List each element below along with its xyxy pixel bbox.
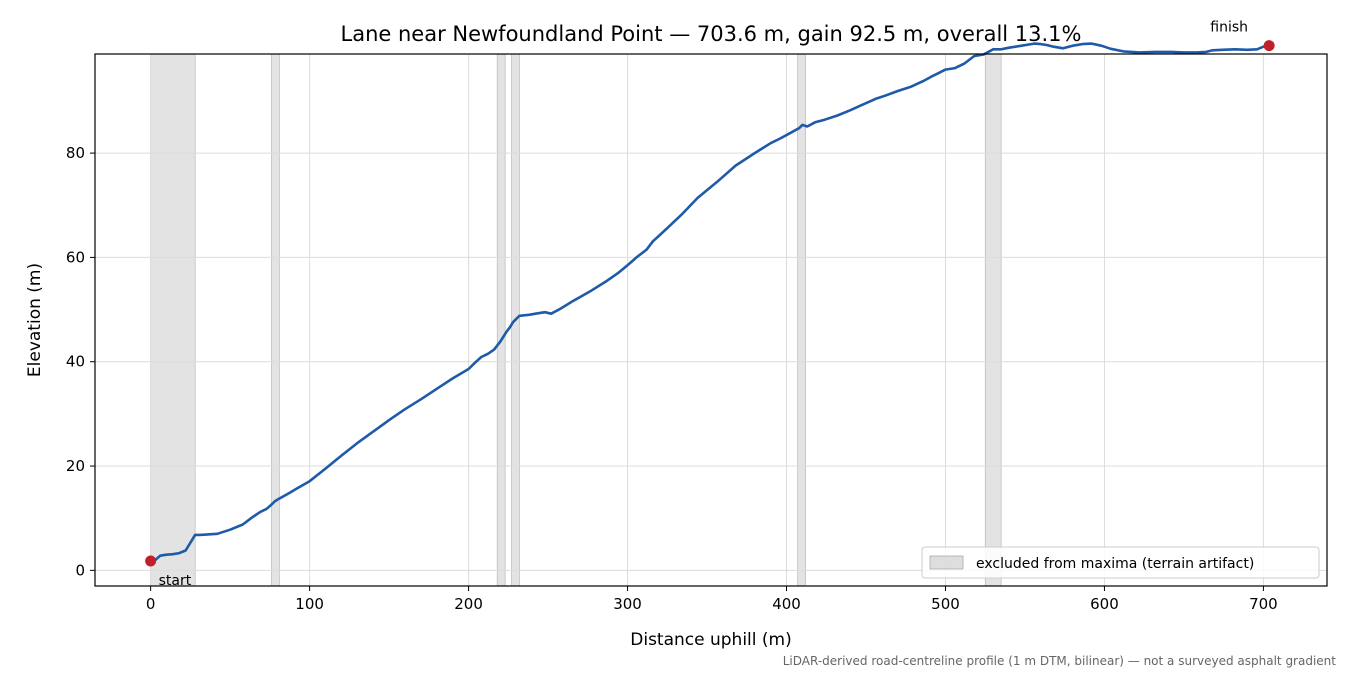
x-axis-label: Distance uphill (m): [630, 630, 791, 650]
legend-box: [921, 546, 1320, 579]
x-tick-label: 400: [772, 595, 801, 613]
start-marker: [145, 555, 157, 567]
y-tick-label: 80: [66, 144, 85, 162]
finish-marker: [1263, 40, 1275, 52]
y-tick-label: 20: [66, 457, 85, 475]
legend-label: excluded from maxima (terrain artifact): [976, 556, 1254, 572]
excluded-band: [496, 53, 506, 587]
plot-frame: [94, 53, 1328, 587]
y-axis-label: Elevation (m): [25, 263, 45, 377]
excluded-bands: [150, 53, 1002, 587]
excluded-band: [271, 53, 280, 587]
x-tick-label: 0: [146, 595, 156, 613]
x-tick-label: 200: [454, 595, 483, 613]
excluded-band: [984, 53, 1002, 587]
series-layer: [150, 42, 1270, 563]
excluded-band: [150, 53, 196, 587]
x-axis-ticks: 0 100 200 300 400 500 600 700: [146, 586, 1278, 613]
x-tick-label: 700: [1249, 595, 1278, 613]
endpoint-markers: [145, 40, 1275, 567]
x-tick-label: 300: [613, 595, 642, 613]
legend-swatch: [929, 555, 964, 570]
grid-lines: [95, 54, 1327, 586]
x-tick-label: 500: [931, 595, 960, 613]
chart-title: Lane near Newfoundland Point — 703.6 m, …: [341, 22, 1082, 46]
finish-label: finish: [1210, 20, 1248, 36]
start-label: start: [159, 573, 192, 589]
legend: excluded from maxima (terrain artifact): [921, 546, 1320, 579]
y-tick-label: 40: [66, 353, 85, 371]
x-tick-label: 600: [1090, 595, 1119, 613]
excluded-band: [797, 53, 806, 587]
y-tick-label: 0: [75, 561, 85, 579]
y-tick-label: 60: [66, 248, 85, 266]
elevation-line: [150, 42, 1270, 563]
x-tick-label: 100: [295, 595, 324, 613]
footnote: LiDAR-derived road-centreline profile (1…: [783, 654, 1337, 668]
y-axis-ticks: 0 20 40 60 80: [66, 144, 95, 579]
